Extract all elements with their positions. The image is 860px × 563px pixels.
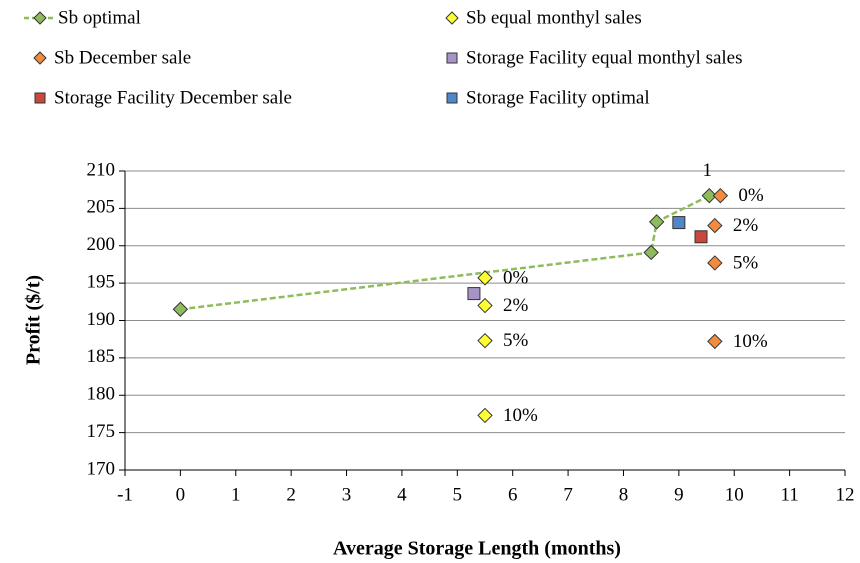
point xyxy=(172,301,189,317)
point-label: 5% xyxy=(503,330,529,351)
legend-marker xyxy=(446,52,458,64)
point-label: 1 xyxy=(703,160,713,181)
point xyxy=(672,216,686,230)
y-tick-label: 185 xyxy=(87,346,116,367)
point xyxy=(477,332,493,349)
x-tick-label: 9 xyxy=(674,484,684,505)
point-label: 0% xyxy=(503,267,529,288)
x-tick-label: 6 xyxy=(508,484,518,505)
legend-label: Storage Facility optimal xyxy=(466,87,650,108)
x-tick-label: 11 xyxy=(780,484,798,505)
y-tick-label: 200 xyxy=(87,234,116,255)
y-tick-label: 210 xyxy=(87,159,116,180)
point-label: 10% xyxy=(503,405,538,426)
legend-marker xyxy=(34,92,46,104)
x-tick-label: -1 xyxy=(117,484,133,505)
y-tick-label: 175 xyxy=(87,421,116,442)
x-tick-label: 12 xyxy=(836,484,855,505)
point-label: 2% xyxy=(733,215,759,236)
x-tick-label: 5 xyxy=(453,484,463,505)
y-tick-label: 195 xyxy=(87,271,116,292)
point-label: 2% xyxy=(503,295,529,316)
point-label: 0% xyxy=(738,185,764,206)
y-axis-label: Profit ($/t) xyxy=(23,275,45,365)
legend-marker xyxy=(33,11,47,25)
legend-label: Storage Facility equal monthyl sales xyxy=(466,47,743,68)
point xyxy=(707,255,723,271)
series-line xyxy=(180,194,710,311)
x-tick-label: 3 xyxy=(342,484,352,505)
legend-label: Sb equal monthyl sales xyxy=(466,7,642,28)
legend-marker xyxy=(446,92,458,104)
y-tick-label: 205 xyxy=(87,197,116,218)
legend-marker xyxy=(33,51,47,65)
point xyxy=(707,217,723,234)
y-tick-label: 190 xyxy=(87,309,116,330)
point xyxy=(701,187,718,204)
x-tick-label: 10 xyxy=(725,484,744,505)
legend-label: Sb optimal xyxy=(58,7,141,28)
x-tick-label: 2 xyxy=(286,484,296,505)
point xyxy=(477,297,493,314)
x-tick-label: 0 xyxy=(176,484,186,505)
legend-label: Storage Facility December sale xyxy=(54,87,292,108)
point xyxy=(712,187,729,204)
point xyxy=(643,244,659,261)
point xyxy=(707,333,723,350)
legend-marker xyxy=(445,11,459,25)
x-tick-label: 4 xyxy=(397,484,407,505)
point-label: 10% xyxy=(733,331,768,352)
point xyxy=(694,230,708,244)
x-tick-label: 8 xyxy=(619,484,629,505)
point-label: 5% xyxy=(733,252,759,273)
x-axis-label: Average Storage Length (months) xyxy=(333,538,621,560)
x-tick-label: 1 xyxy=(231,484,241,505)
point xyxy=(477,407,493,424)
point xyxy=(648,214,665,230)
point xyxy=(477,270,493,286)
y-tick-label: 170 xyxy=(87,458,116,479)
y-tick-label: 180 xyxy=(87,384,116,405)
legend-label: Sb December sale xyxy=(54,47,191,68)
x-tick-label: 7 xyxy=(563,484,573,505)
point xyxy=(467,287,481,301)
